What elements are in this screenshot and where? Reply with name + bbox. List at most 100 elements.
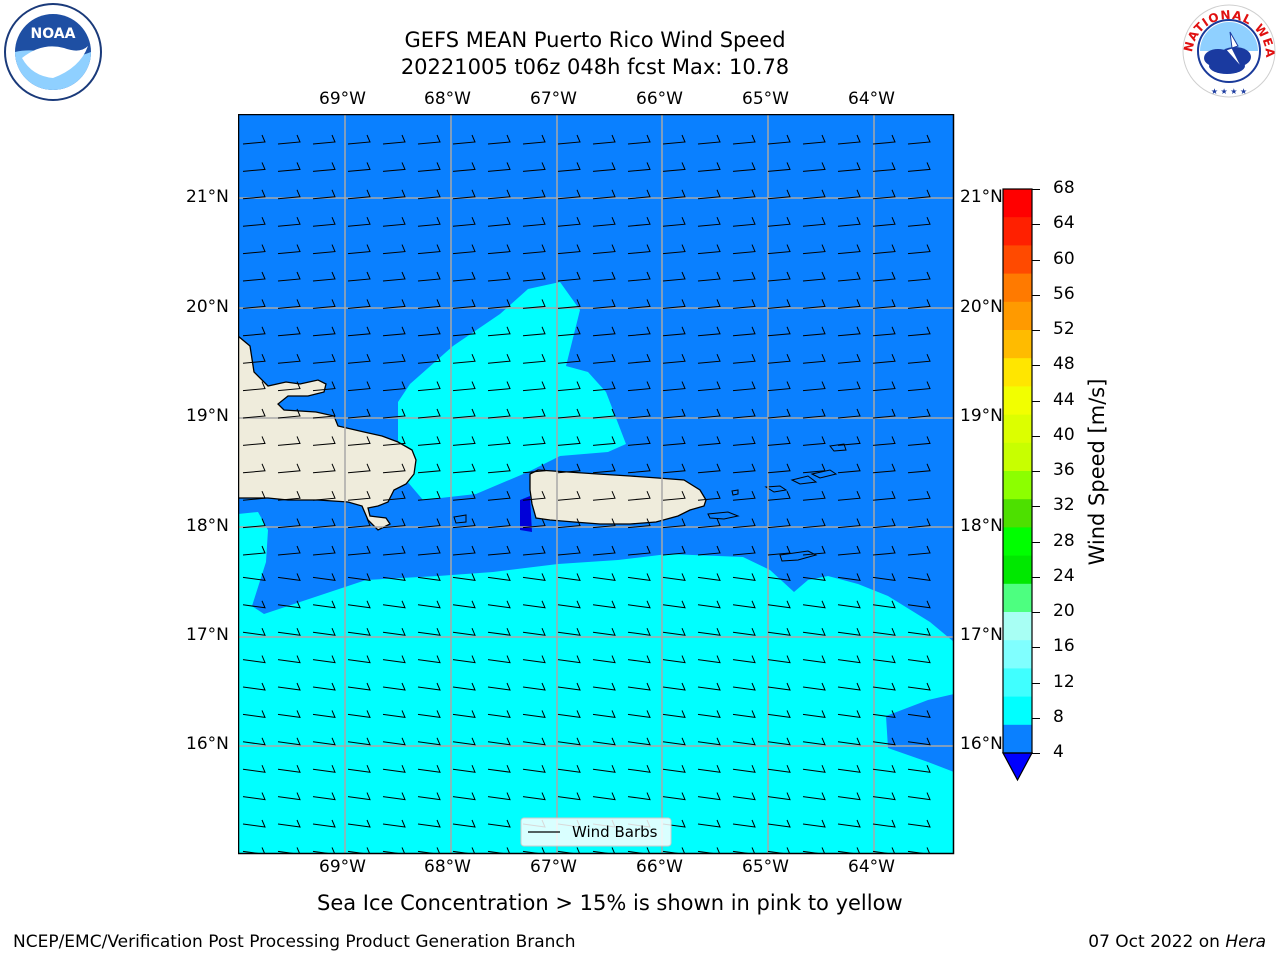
wind-barb [347,217,371,227]
wind-barb [907,655,931,664]
wind-barb [487,162,511,172]
wind-barb [382,436,406,446]
wind-barb [277,491,301,501]
wind-barb [312,271,336,282]
wind-barb [417,847,441,854]
wind-barb [382,819,406,828]
wind-barb [382,545,406,556]
wind-barb [907,628,931,636]
wind-barb [452,792,476,801]
wind-barb [347,545,371,556]
wind-barb [347,326,371,337]
wind-barb [907,271,931,282]
wind-barb [522,436,546,446]
colorbar-tick-mark [1032,365,1040,367]
wind-barb [417,271,441,282]
wind-barb [767,162,791,172]
wind-barb [872,545,896,556]
wind-barb [277,765,301,773]
wind-barb [907,491,931,501]
wind-barb [872,436,896,446]
wind-barb [277,573,301,582]
colorbar-tick-mark [1032,753,1040,754]
wind-barb [417,299,441,309]
wind-barb [522,217,546,227]
colorbar-tick-mark [1032,576,1040,578]
wind-barb [277,189,301,200]
wind-barb [837,655,861,664]
wind-barb [802,244,826,255]
wind-barb [697,244,721,255]
wind-barb [487,628,511,636]
wind-barb [592,189,616,200]
wind-barb [662,518,686,529]
wind-barb [417,354,441,364]
wind-barb [452,271,476,282]
wind-barb [417,134,441,145]
colorbar-segment [1003,189,1032,218]
wind-barb [382,134,406,145]
wind-barb [907,765,931,773]
wind-barb [242,792,266,801]
chart-title-line1: GEFS MEAN Puerto Rico Wind Speed [404,28,786,52]
wind-barb [347,271,371,282]
wind-barb [242,573,266,582]
wind-barb [557,162,581,172]
wind-barb [907,710,931,719]
wind-barb [872,710,896,719]
wind-barb [627,628,651,636]
wind-barb [662,545,686,556]
wind-barb [627,326,651,337]
wind-barb [487,655,511,664]
wind-barb [767,628,791,636]
wind-barb [732,737,756,746]
wind-barb [872,244,896,255]
wind-barb [627,408,651,419]
colorbar-ticks: 68 64 60 56 52 48 44 40 36 32 28 24 20 16 12 8 4 [1032,178,1092,767]
wind-barb [802,600,826,609]
wind-barb [732,162,756,172]
wind-barb [277,792,301,801]
wind-barb [627,765,651,773]
wind-barb [662,573,686,582]
wind-barb [242,381,266,392]
colorbar-segment [1003,555,1032,585]
wind-barb [417,573,441,582]
wind-barb [592,792,616,801]
footer-host: Hera [1225,932,1266,952]
wind-barb [452,217,476,227]
wind-barb [627,244,651,255]
wind-barb [522,792,546,801]
wind-barb [627,162,651,172]
wind-barb [382,299,406,309]
wind-barb [767,326,791,337]
wind-barb [907,354,931,364]
wind-barb [627,463,651,474]
wind-barb [872,628,896,636]
wind-barb [347,819,371,828]
lon-label-bottom: 64°W [848,857,895,877]
wind-barb [347,792,371,801]
wind-barb [732,381,756,392]
colorbar-tick-label: 8 [1053,706,1064,727]
wind-barb [557,655,581,664]
wind-barb [837,326,861,337]
wind-barb [837,545,861,556]
wind-barb [312,491,336,501]
wind-barb [767,847,791,854]
wind-barb [277,819,301,828]
wind-barb [242,463,266,474]
wind-barb [732,655,756,664]
colorbar-segment [1003,386,1032,416]
wind-barb [627,682,651,691]
wind-barb [347,682,371,691]
wind-barb [277,628,301,636]
wind-barb [697,271,721,282]
wind-barb [557,765,581,773]
wind-barb [417,792,441,801]
wind-barb [907,518,931,529]
wind-barb [662,381,686,392]
colorbar [1001,188,1034,782]
wind-barb [522,244,546,255]
wind-barb [522,271,546,282]
